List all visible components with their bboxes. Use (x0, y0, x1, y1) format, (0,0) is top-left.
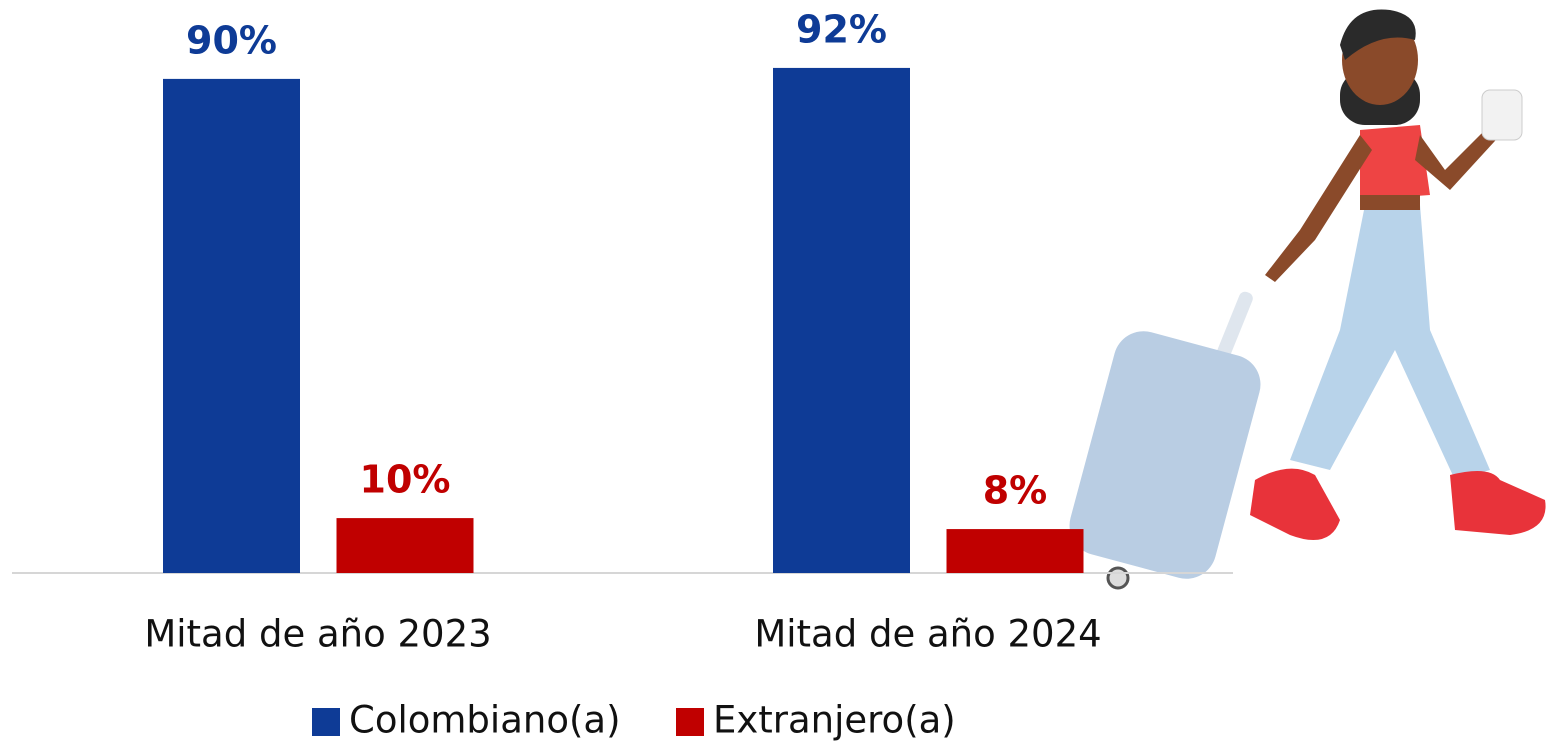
page: {"chart_data": {"type": "bar", "categori… (0, 0, 1565, 747)
value-label: 92% (796, 7, 887, 51)
bar (773, 68, 910, 573)
value-label: 90% (186, 18, 277, 62)
shoe (1250, 469, 1340, 540)
legend-swatch (676, 708, 704, 736)
chart: Mitad de año 2023 90% 10% Mitad de año 2024… (0, 0, 1565, 747)
bar (163, 79, 300, 573)
value-label: 10% (360, 458, 451, 502)
waist (1360, 195, 1420, 210)
illustration (1063, 9, 1546, 588)
wheel (1108, 568, 1128, 588)
legend-label: Colombiano(a) (349, 699, 621, 742)
value-label: 8% (983, 469, 1048, 513)
x-tick-label: Mitad de año 2024 (754, 613, 1101, 656)
suitcase (1063, 325, 1267, 586)
shoe (1450, 471, 1546, 535)
legs (1290, 205, 1490, 480)
x-tick-label: Mitad de año 2023 (144, 613, 491, 656)
legend-label: Extranjero(a) (713, 699, 956, 742)
suitcase-handle (1215, 290, 1254, 360)
bar (337, 518, 474, 573)
bar (947, 529, 1084, 573)
legend-swatch (312, 708, 340, 736)
cup (1482, 90, 1522, 140)
